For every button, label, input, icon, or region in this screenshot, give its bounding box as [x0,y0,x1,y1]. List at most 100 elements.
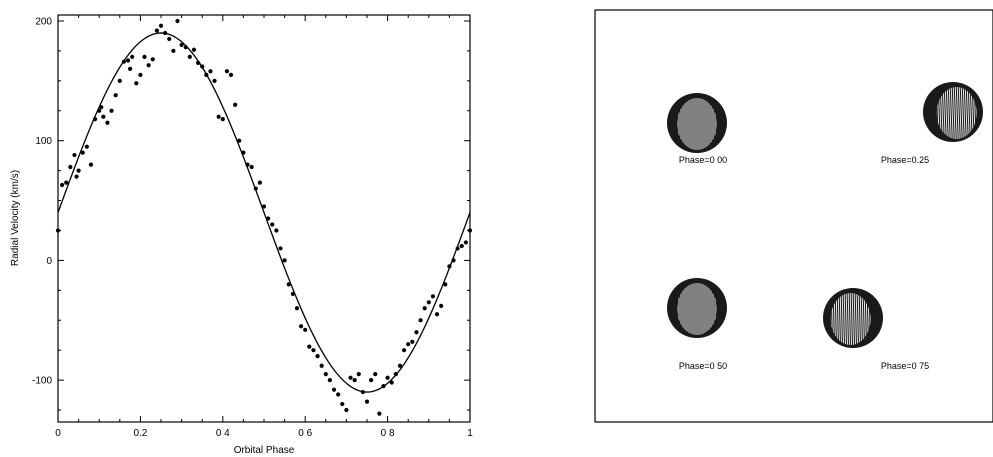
data-point [249,164,254,170]
data-point [105,120,110,125]
data-point [439,303,444,308]
data-point [381,383,386,389]
data-point [270,222,275,227]
data-point [245,162,250,167]
phase-image: Phase=0 50 [667,278,727,371]
data-point [158,23,164,28]
data-point [128,66,133,71]
data-point [150,57,155,62]
data-point [204,72,209,77]
data-points [55,18,473,416]
data-point [64,180,69,185]
y-tick-label: 0 [46,256,52,267]
rv-chart: 0 0.2 0 4 0 6 0 8 1 -100 0 100 200 Orbital Phase… [10,14,473,456]
data-point [142,54,147,59]
data-point [237,138,242,143]
data-point [200,64,205,69]
data-point [99,105,104,110]
data-point [187,54,192,59]
plot-frame [57,14,471,423]
bright-region [677,98,717,150]
data-point [154,28,159,33]
data-point [348,375,353,380]
data-point [311,348,316,353]
data-point [138,72,143,77]
data-point [463,240,468,245]
phase-label: Phase=0 50 [679,361,727,371]
data-point [397,363,403,368]
data-point [364,399,370,404]
data-point [179,42,184,48]
x-tick-label: 0 6 [298,428,312,439]
x-tick-label: 0 [55,428,61,439]
data-point [467,228,473,233]
phase-label: Phase=0.25 [881,155,929,165]
data-point [208,69,213,74]
data-point [298,324,304,329]
data-point [426,300,431,305]
data-point [228,72,234,77]
x-axis-ticks: 0 0.2 0 4 0 6 0 8 1 [55,15,473,439]
data-point [418,318,423,323]
data-point [241,150,246,155]
data-point [389,380,394,385]
data-point [327,378,333,383]
data-point [261,204,267,209]
data-point [233,102,238,107]
data-point [92,117,98,122]
x-axis-title: Orbital Phase [234,445,295,456]
data-point [74,174,79,179]
data-point [109,108,114,113]
data-point [175,18,180,24]
data-point [294,306,300,311]
data-point [352,378,357,383]
phase-image: Phase=0.25 [881,82,983,165]
data-point [303,327,308,332]
data-point [97,108,102,113]
data-point [430,294,436,299]
data-point [130,54,135,59]
data-point [393,372,398,377]
phase-label: Phase=0 75 [881,361,929,371]
data-point [410,339,415,344]
data-point [443,282,448,287]
data-point [422,306,427,311]
data-point [331,387,337,392]
data-point [344,407,349,413]
data-point [315,354,320,359]
phase-label: Phase=0 00 [679,155,727,165]
x-tick-label: 1 [467,428,473,439]
data-point [191,47,197,52]
data-point [401,348,407,353]
data-point [360,389,365,395]
y-tick-label: 100 [35,136,52,147]
data-point [76,168,81,173]
data-point [414,330,419,335]
data-point [163,30,168,36]
data-point [356,372,361,377]
y-tick-label: 200 [35,16,52,27]
data-point [282,258,287,263]
data-point [266,216,271,221]
data-point [171,48,176,54]
data-point [369,378,374,383]
data-point [224,69,230,74]
data-point [385,375,390,380]
data-point [146,63,151,68]
data-point [183,45,188,50]
data-point [101,114,106,119]
data-point [167,36,172,42]
data-point [319,363,324,368]
data-point [377,411,382,416]
panel-frame [594,9,993,423]
data-point [125,58,131,63]
data-point [340,401,345,407]
data-point [286,282,291,287]
data-point [336,392,341,397]
data-point [68,164,73,170]
data-point [290,291,295,297]
data-point [88,162,94,167]
data-point [195,60,201,65]
fit-curve [57,32,471,393]
